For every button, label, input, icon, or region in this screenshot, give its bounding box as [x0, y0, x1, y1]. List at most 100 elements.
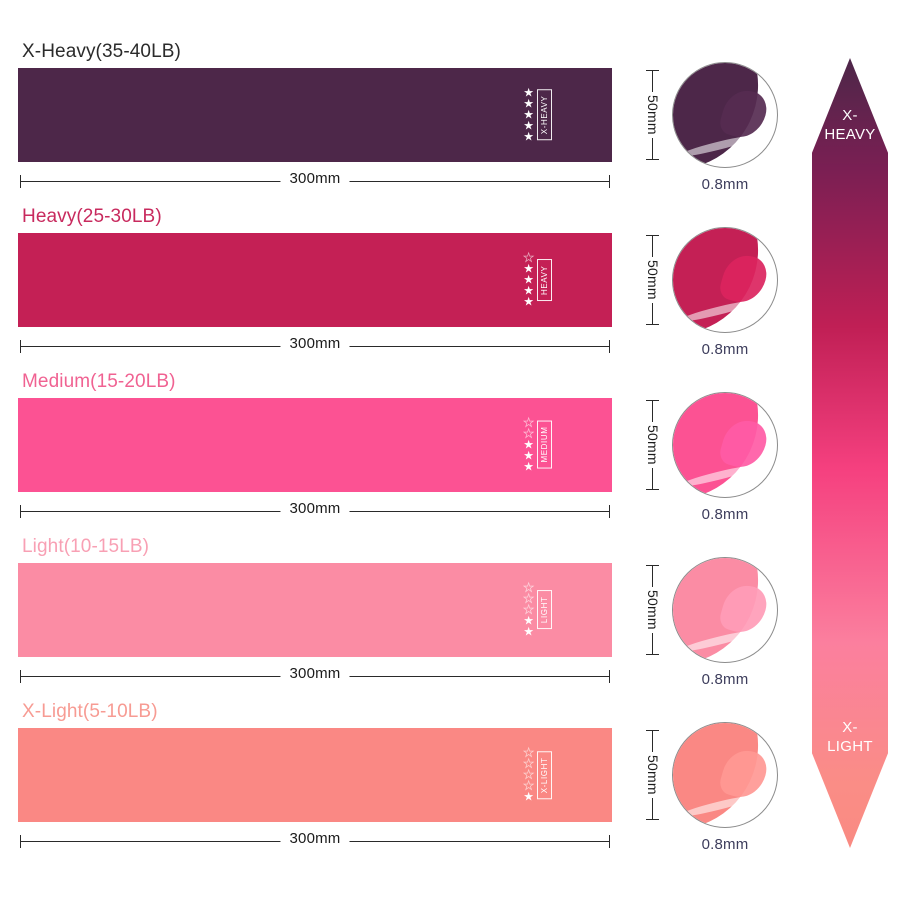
band-heading-x-heavy: X-Heavy(35-40LB): [22, 41, 181, 62]
height-dimension-label-x-light: 50mm: [645, 752, 661, 798]
star-empty-icon: ★: [523, 580, 534, 595]
band-print-mark-x-light: ★ ★ ★ ★ ★ X-LIGHT: [523, 745, 552, 804]
star-filled-icon: ★: [523, 448, 534, 463]
band-print-mark-heavy: ★ ★ ★ ★ ★ HEAVY: [523, 250, 552, 308]
height-dimension-label-x-heavy: 50mm: [645, 92, 661, 138]
height-dimension-label-light: 50mm: [645, 587, 661, 633]
dimension-cap-top: [646, 565, 659, 566]
dimension-cap-left: [20, 670, 21, 683]
band-heading-medium: Medium(15-20LB): [22, 371, 176, 392]
star-rating-heavy: ★ ★ ★ ★ ★: [523, 250, 534, 307]
star-filled-icon: ★: [523, 129, 534, 144]
arrow-top-label-line1: X-: [842, 107, 858, 124]
band-row-x-heavy: X-Heavy(35-40LB) ★ ★ ★ ★ ★ X-HEAVY 50mm 300mm: [18, 40, 661, 194]
dimension-cap-top: [646, 400, 659, 401]
arrow-shape: [812, 58, 888, 848]
band-strip-wrap-x-heavy: ★ ★ ★ ★ ★ X-HEAVY 50mm: [18, 68, 661, 162]
arrow-top-label: X- HEAVY: [812, 106, 888, 144]
height-dimension-label-heavy: 50mm: [645, 257, 661, 303]
band-print-label-medium: MEDIUM: [537, 420, 552, 470]
thickness-closeup-x-light: [672, 722, 778, 828]
star-empty-icon: ★: [523, 426, 534, 441]
star-empty-icon: ★: [523, 756, 534, 771]
width-dimension-label-light: 300mm: [280, 665, 350, 682]
band-print-label-x-light: X-LIGHT: [537, 751, 552, 799]
band-strip-wrap-medium: ★ ★ ★ ★ ★ MEDIUM 50mm: [18, 398, 661, 492]
height-dimension-light: 50mm: [636, 563, 670, 657]
thickness-closeup-x-heavy: [672, 62, 778, 168]
thickness-detail-x-heavy: 0.8mm: [666, 62, 784, 193]
star-filled-icon: ★: [523, 437, 534, 452]
dimension-cap-right: [609, 175, 610, 188]
dimension-cap-top: [646, 235, 659, 236]
width-dimension-label-x-heavy: 300mm: [280, 170, 350, 187]
dimension-cap-left: [20, 505, 21, 518]
star-filled-icon: ★: [523, 613, 534, 628]
thickness-label-light: 0.8mm: [701, 671, 749, 688]
band-row-medium: Medium(15-20LB) ★ ★ ★ ★ ★ MEDIUM 50mm 300mm: [18, 370, 661, 524]
thickness-detail-x-light: 0.8mm: [666, 722, 784, 853]
dimension-cap-left: [20, 175, 21, 188]
band-heading-heavy: Heavy(25-30LB): [22, 206, 162, 227]
height-dimension-heavy: 50mm: [636, 233, 670, 327]
arrow-bottom-label: X- LIGHT: [812, 718, 888, 756]
arrow-top-label-line2: HEAVY: [824, 126, 876, 143]
dimension-cap-top: [646, 730, 659, 731]
band-row-light: Light(10-15LB) ★ ★ ★ ★ ★ LIGHT 50mm 300mm: [18, 535, 661, 689]
star-empty-icon: ★: [523, 767, 534, 782]
dimension-cap-left: [20, 835, 21, 848]
dimension-cap-bottom: [646, 654, 659, 655]
star-rating-medium: ★ ★ ★ ★ ★: [523, 415, 534, 472]
star-filled-icon: ★: [523, 96, 534, 111]
width-dimension-light: 300mm: [18, 663, 612, 689]
star-rating-light: ★ ★ ★ ★ ★: [523, 580, 534, 639]
thickness-detail-medium: 0.8mm: [666, 392, 784, 523]
star-filled-icon: ★: [523, 107, 534, 122]
dimension-cap-bottom: [646, 819, 659, 820]
star-empty-icon: ★: [523, 602, 534, 617]
star-empty-icon: ★: [523, 415, 534, 430]
band-heading-x-light: X-Light(5-10LB): [22, 701, 158, 722]
band-print-label-x-heavy: X-HEAVY: [537, 89, 552, 141]
dimension-cap-left: [20, 340, 21, 353]
band-strip-wrap-x-light: ★ ★ ★ ★ ★ X-LIGHT 50mm: [18, 728, 661, 822]
arrow-bottom-label-line1: X-: [842, 719, 858, 736]
band-row-heavy: Heavy(25-30LB) ★ ★ ★ ★ ★ HEAVY 50mm 300mm: [18, 205, 661, 359]
dimension-cap-bottom: [646, 489, 659, 490]
star-empty-icon: ★: [523, 745, 534, 760]
height-dimension-medium: 50mm: [636, 398, 670, 492]
band-strip-x-light: ★ ★ ★ ★ ★ X-LIGHT: [18, 728, 612, 822]
star-empty-icon: ★: [523, 778, 534, 793]
dimension-cap-right: [609, 340, 610, 353]
thickness-closeup-light: [672, 557, 778, 663]
star-filled-icon: ★: [523, 789, 534, 804]
height-dimension-x-heavy: 50mm: [636, 68, 670, 162]
width-dimension-label-medium: 300mm: [280, 500, 350, 517]
star-rating-x-light: ★ ★ ★ ★ ★: [523, 745, 534, 804]
width-dimension-x-heavy: 300mm: [18, 168, 612, 194]
dimension-cap-right: [609, 670, 610, 683]
band-strip-heavy: ★ ★ ★ ★ ★ HEAVY: [18, 233, 612, 327]
star-empty-icon: ★: [523, 250, 534, 265]
width-dimension-medium: 300mm: [18, 498, 612, 524]
star-filled-icon: ★: [523, 272, 534, 287]
thickness-closeup-medium: [672, 392, 778, 498]
thickness-closeup-heavy: [672, 227, 778, 333]
thickness-detail-heavy: 0.8mm: [666, 227, 784, 358]
thickness-detail-light: 0.8mm: [666, 557, 784, 688]
band-print-label-light: LIGHT: [537, 590, 552, 630]
width-dimension-label-x-light: 300mm: [280, 830, 350, 847]
band-print-mark-medium: ★ ★ ★ ★ ★ MEDIUM: [523, 415, 552, 473]
band-strip-x-heavy: ★ ★ ★ ★ ★ X-HEAVY: [18, 68, 612, 162]
band-strip-wrap-heavy: ★ ★ ★ ★ ★ HEAVY 50mm: [18, 233, 661, 327]
band-heading-light: Light(10-15LB): [22, 536, 150, 557]
star-filled-icon: ★: [523, 283, 534, 298]
dimension-cap-bottom: [646, 159, 659, 160]
band-row-x-light: X-Light(5-10LB) ★ ★ ★ ★ ★ X-LIGHT 50mm 300mm: [18, 700, 661, 854]
band-print-label-heavy: HEAVY: [537, 259, 552, 301]
star-empty-icon: ★: [523, 591, 534, 606]
star-filled-icon: ★: [523, 624, 534, 639]
height-dimension-label-medium: 50mm: [645, 422, 661, 468]
thickness-label-medium: 0.8mm: [701, 506, 749, 523]
height-dimension-x-light: 50mm: [636, 728, 670, 822]
